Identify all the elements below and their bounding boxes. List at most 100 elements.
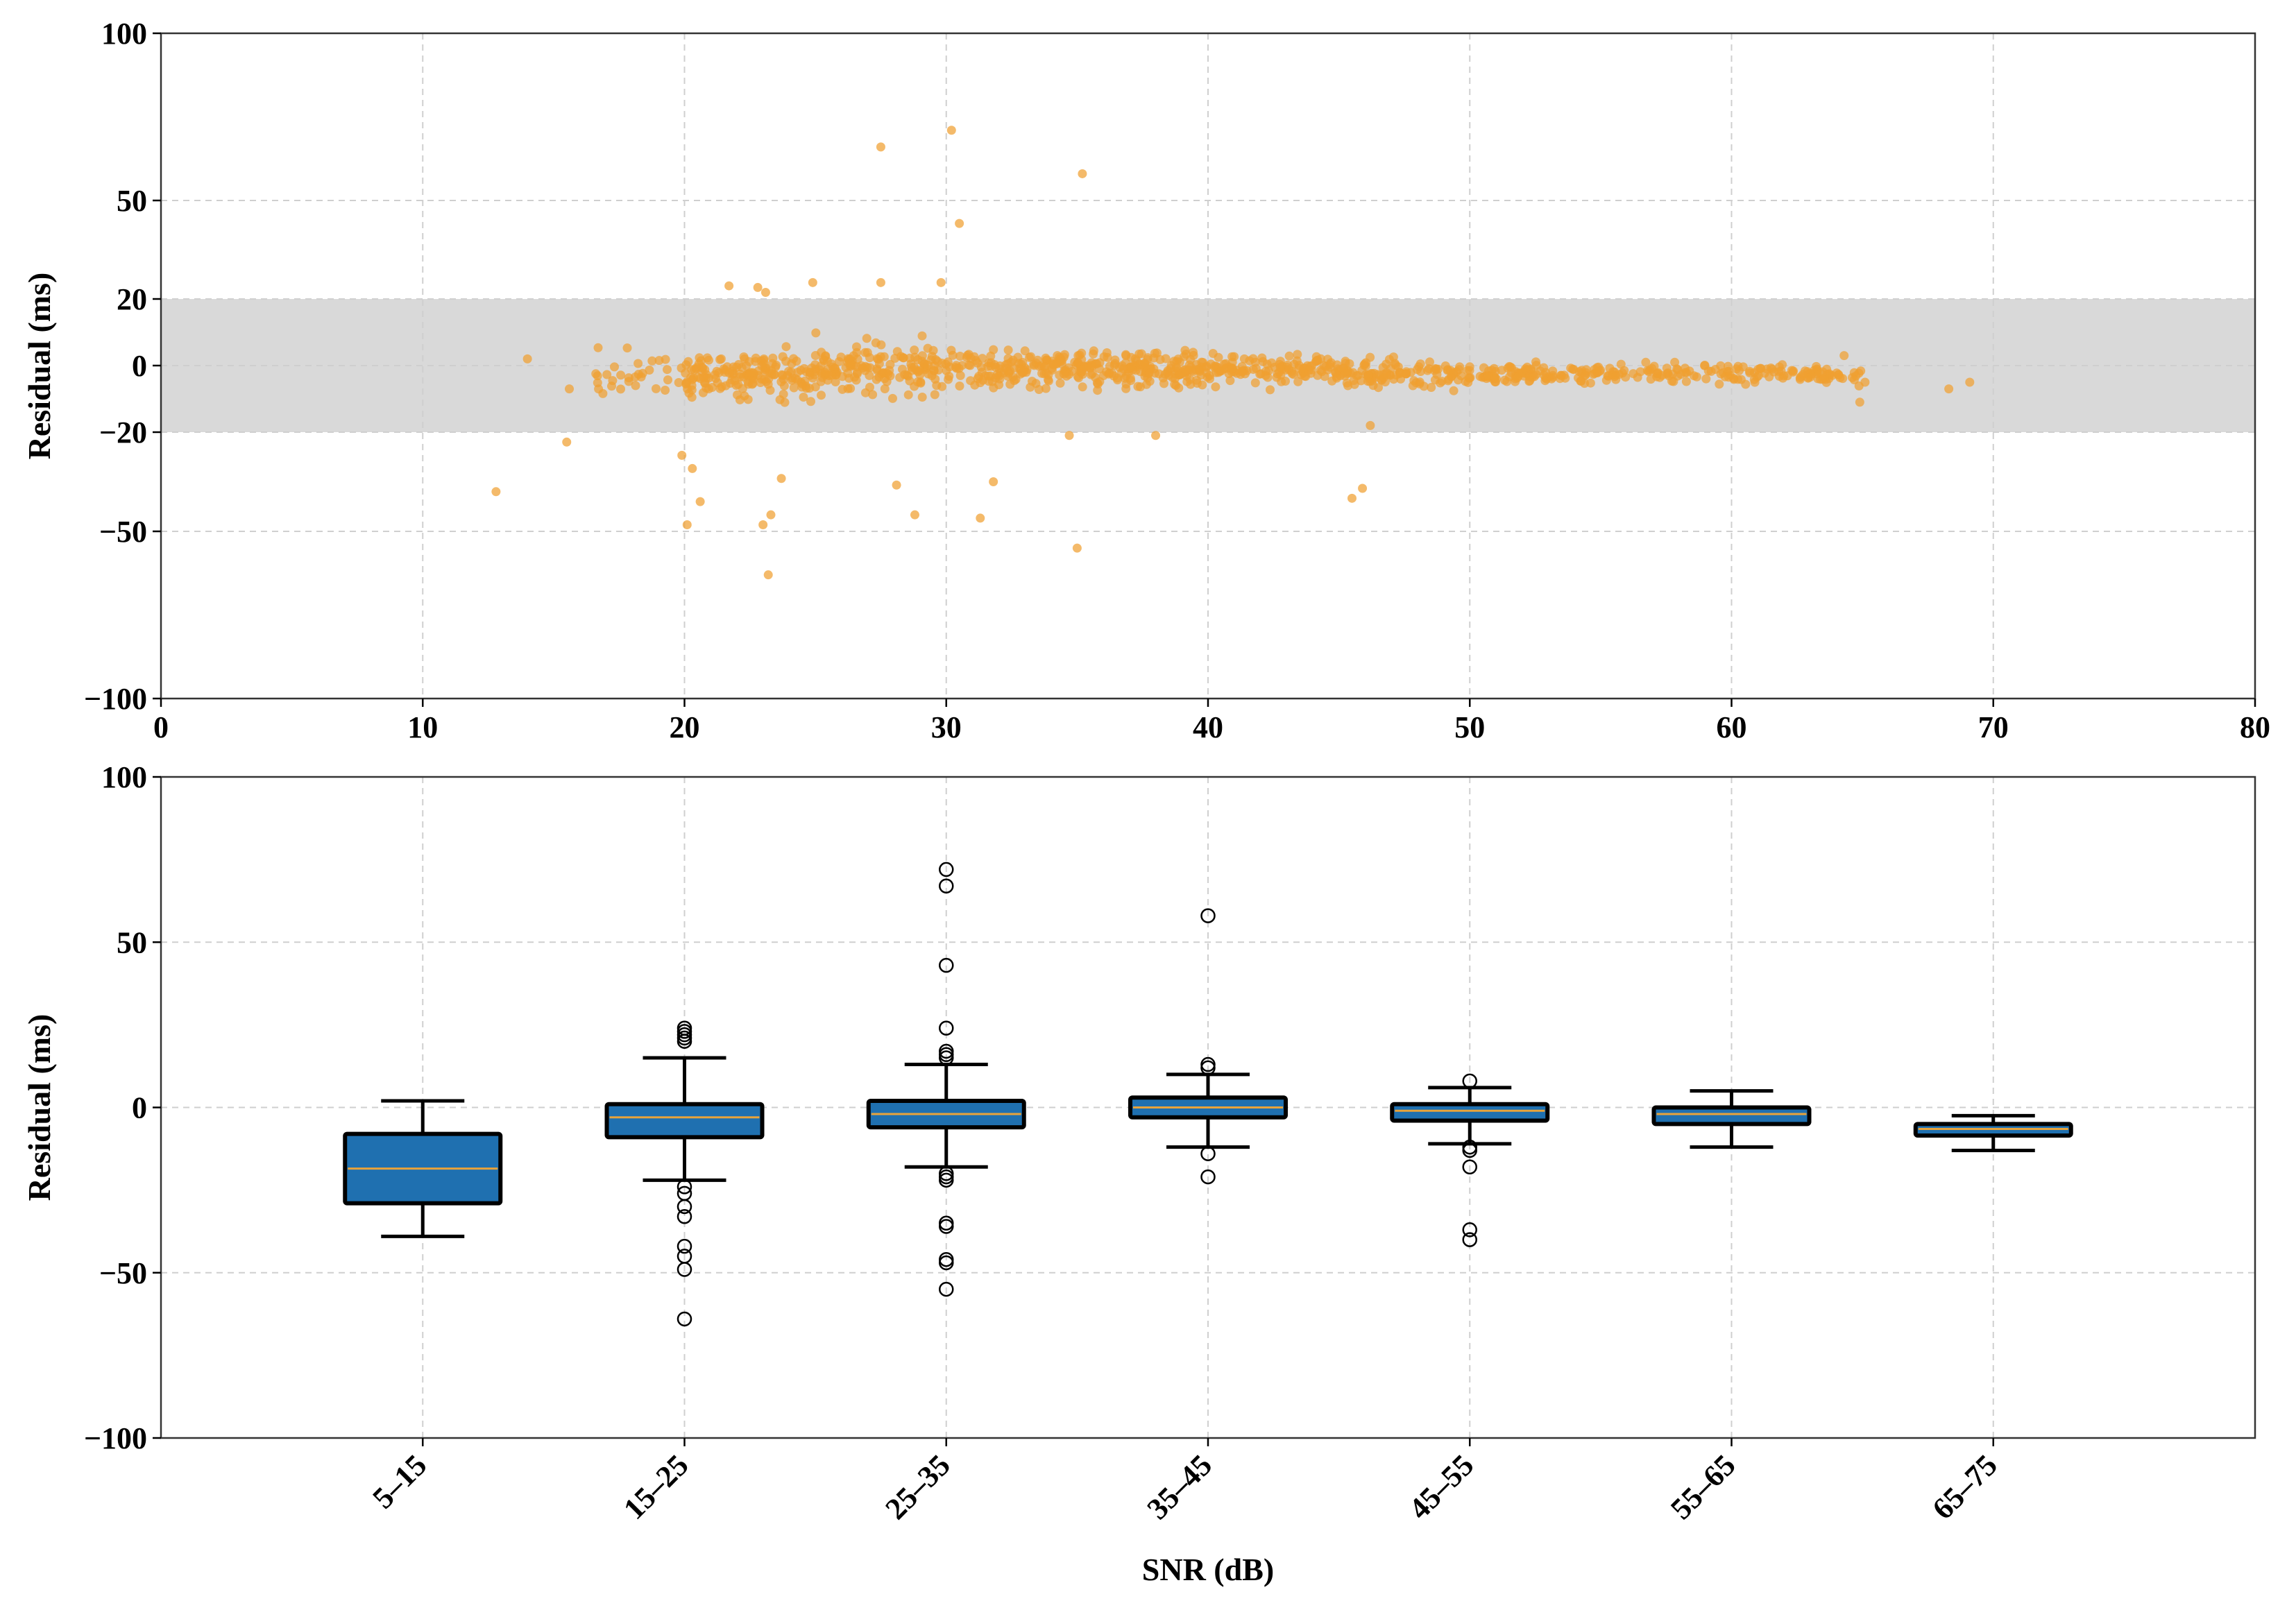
y-tick-label: −50 (99, 515, 147, 549)
scatter-x-ticks: 0 10 20 30 40 50 60 70 80 (153, 699, 2270, 744)
scatter-point (1361, 358, 1371, 368)
scatter-point (624, 377, 633, 386)
scatter-point (686, 373, 696, 382)
scatter-point (720, 365, 730, 375)
scatter-point (1389, 375, 1399, 384)
scatter-point (1342, 378, 1352, 388)
scatter-point-outlier (1151, 431, 1161, 440)
scatter-point (608, 376, 618, 386)
box-outlier (677, 1208, 692, 1224)
box-outlier (1462, 1159, 1477, 1175)
scatter-point (878, 368, 888, 377)
box-outlier (1200, 1146, 1216, 1161)
scatter-point (824, 371, 834, 381)
scatter-point-outlier (1358, 483, 1368, 493)
scatter-point (1266, 385, 1275, 395)
scatter-point (1521, 364, 1530, 374)
scatter-point (1430, 375, 1440, 385)
scatter-point (876, 352, 885, 361)
scatter-point (928, 345, 938, 355)
scatter-point-outlier (808, 277, 817, 287)
box-1 (343, 1099, 503, 1238)
scatter-point (868, 390, 878, 400)
scatter-point (955, 370, 965, 380)
scatter-point (756, 378, 765, 387)
scatter-point (955, 352, 965, 361)
scatter-point (905, 376, 915, 386)
scatter-point (1227, 352, 1237, 361)
scatter-point (860, 388, 870, 397)
boxplot-y-ticks: 100 50 0 −50 −100 (84, 760, 161, 1455)
box-3 (866, 862, 1026, 1297)
scatter-point (730, 376, 740, 386)
scatter-point (811, 328, 821, 338)
scatter-point (915, 366, 925, 375)
scatter-point (1835, 373, 1845, 382)
scatter-point (806, 397, 815, 406)
scatter-point (1601, 375, 1611, 385)
box-outlier (939, 1281, 954, 1297)
scatter-point (1574, 367, 1584, 377)
scatter-point (616, 384, 625, 394)
scatter-point (1449, 386, 1459, 395)
scatter-point (740, 354, 749, 363)
scatter-point (1489, 363, 1499, 373)
scatter-point-outlier (936, 277, 946, 287)
scatter-point (1078, 382, 1087, 392)
scatter-point (1345, 368, 1355, 378)
scatter-point (1227, 363, 1236, 373)
box-outlier (1462, 1142, 1477, 1158)
box-2 (604, 1020, 765, 1327)
scatter-point (697, 362, 707, 372)
scatter-point-outlier (724, 281, 734, 291)
scatter-point (1382, 370, 1392, 379)
scatter-point (1664, 371, 1674, 381)
box-outlier (939, 1172, 954, 1188)
scatter-point (1121, 384, 1131, 393)
scatter-point-outlier (876, 277, 885, 287)
scatter-point (1055, 378, 1065, 388)
scatter-point (917, 393, 927, 402)
box-outlier (1200, 908, 1216, 923)
scatter-point (1161, 354, 1171, 363)
scatter-point (831, 364, 840, 374)
scatter-point (1048, 359, 1057, 368)
scatter-point (1173, 366, 1183, 375)
scatter-point (962, 350, 972, 360)
scatter-point (850, 373, 860, 382)
scatter-point (858, 363, 867, 373)
scatter-point (1437, 377, 1447, 386)
scatter-point (1003, 345, 1013, 355)
scatter-point (1427, 383, 1436, 392)
scatter-point (917, 331, 927, 341)
scatter-point (1126, 362, 1136, 372)
box-iqr (1390, 1102, 1550, 1123)
scatter-point (984, 358, 994, 368)
x-tick-label: 15–25 (617, 1448, 695, 1525)
x-tick-label: 5–15 (366, 1448, 433, 1515)
scatter-point (638, 368, 647, 378)
y-tick-label: 0 (132, 349, 147, 383)
y-tick-label: −20 (99, 416, 147, 450)
scatter-point-outlier (491, 487, 501, 497)
scatter-point (704, 384, 713, 394)
scatter-point (1681, 377, 1691, 386)
scatter-point (1944, 384, 1954, 394)
scatter-point (1576, 377, 1586, 386)
scatter-point (1134, 349, 1144, 359)
scatter-point (1380, 377, 1390, 387)
scatter-point (1828, 370, 1837, 380)
scatter-point (1384, 354, 1394, 364)
scatter-point (1133, 382, 1143, 391)
y-tick-label: 100 (101, 760, 147, 794)
scatter-point (631, 381, 640, 391)
scatter-point (1745, 366, 1754, 376)
scatter-point (1005, 379, 1015, 389)
boxplot-boxes (343, 862, 2073, 1327)
scatter-point (1154, 369, 1164, 379)
scatter-point (1119, 364, 1128, 374)
scatter-point (1447, 371, 1456, 381)
scatter-point (1020, 346, 1030, 356)
scatter-point-outlier (677, 450, 687, 460)
